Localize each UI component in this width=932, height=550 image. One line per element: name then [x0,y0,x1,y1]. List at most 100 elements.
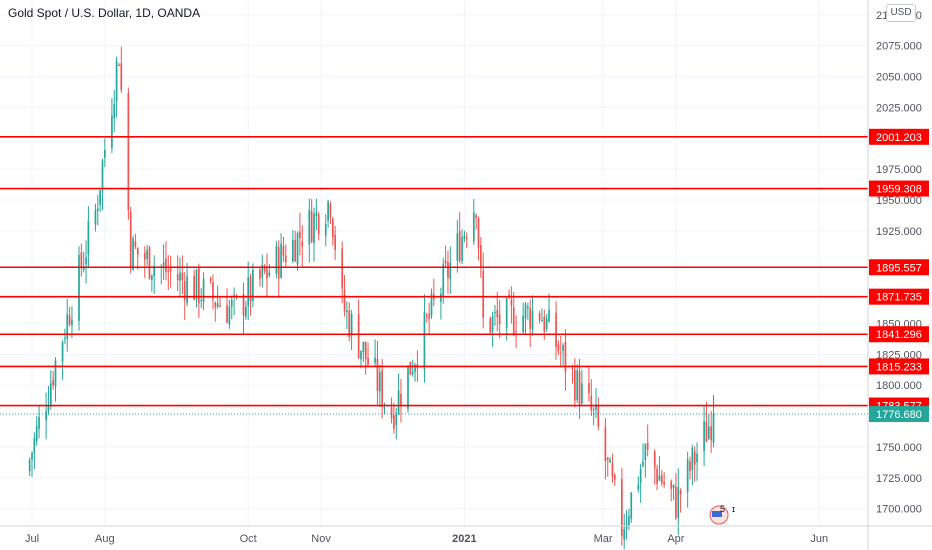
time-axis[interactable]: Jul Aug Oct Nov 2021 Mar Apr Jun [0,525,932,545]
x-tick-label: 2021 [452,533,476,545]
current-price-label: 1776.680 [876,409,922,421]
candle-body [548,309,550,322]
candle-body [425,315,428,317]
symbol-title[interactable]: Gold Spot / U.S. Dollar, 1D, OANDA [8,6,201,20]
level-label: 1871.735 [876,292,922,304]
candle-body [61,342,64,362]
candle-body [214,302,217,308]
candle-body [609,459,611,463]
candle-body [381,370,383,407]
candle-body [595,404,597,410]
candle-body [118,64,120,66]
candle-body [28,459,31,472]
candle-body [169,268,172,272]
candle-body [409,361,412,375]
candle-body [252,270,254,301]
flag-icon-field [712,511,722,517]
candle-body [482,270,485,318]
candle-body [689,461,691,472]
candle-body [80,252,83,268]
candle-body [639,468,642,484]
y-tick-label: 2025.000 [876,102,922,114]
candle-body [480,245,482,269]
candle-body [329,204,332,218]
candle-body [113,103,116,119]
price-axis[interactable]: 2100.0002075.0002050.0002025.0001975.000… [867,0,932,550]
currency-button[interactable]: USD [886,4,916,22]
x-tick-label: Oct [240,533,257,545]
candle-body [266,268,268,279]
candle-body [578,371,581,405]
candle-body [440,293,442,302]
candle-body [292,239,294,262]
candle-body [179,272,181,281]
candle-body [49,383,52,405]
candle-body [183,281,186,301]
y-tick-label: 2050.000 [876,72,922,84]
events-badge[interactable]: 5 ɪ [700,505,738,525]
candle-body [167,270,170,272]
level-label-bg [869,326,929,343]
level-label: 1895.557 [876,262,922,274]
candle-body [78,255,80,321]
candle-body [656,468,658,484]
candle-body [327,201,329,221]
y-tick-label: 1750.000 [876,442,922,454]
candle-body [705,421,708,442]
level-label-bg [869,128,929,145]
candle-body [94,210,97,225]
candle-body [531,310,534,330]
candle-body [151,275,153,280]
candle-body [543,316,546,332]
events-count: 5 [720,505,725,514]
candle-body [129,211,132,268]
candle-body [268,272,271,276]
candle-body [458,231,461,261]
candle-body [444,260,447,264]
candle-body [541,320,543,322]
candle-body [414,364,416,372]
candle-body [393,415,395,429]
candle-body [263,265,266,272]
candle-body [524,304,527,319]
candle-body [498,314,501,325]
candle-body [378,372,381,392]
candle-body [592,409,595,411]
candle-body [430,293,433,316]
current-price-label-bg [869,406,929,423]
candle-body [132,238,134,271]
candle-body [261,264,264,278]
candle-body [672,484,675,489]
y-tick-label: 1800.000 [876,380,922,392]
candle-body [362,342,365,353]
candle-body [400,393,402,406]
candle-body [630,492,633,519]
candle-body [33,437,36,454]
candle-body [198,268,200,304]
candle-body [357,314,360,358]
candle-body [489,318,492,333]
candle-body [104,150,106,158]
y-tick-label: 1975.000 [876,164,922,176]
candle-body [581,383,583,404]
candle-body [259,269,261,279]
x-tick-label: Jul [25,533,39,545]
candle-body [350,313,353,336]
candle-body [310,211,313,242]
candle-body [299,231,301,239]
candle-body [658,475,661,481]
candle-body [228,306,231,325]
candle-body [395,412,398,426]
candle-body [233,294,235,297]
candle-body [82,266,85,270]
y-tick-label: 1725.000 [876,473,922,485]
level-label-bg [869,288,929,305]
candle-body [176,274,179,280]
event-marker: ɪ [732,505,735,514]
candle-body [47,404,50,412]
candle-body [195,269,198,300]
support-resistance-lines[interactable] [0,136,868,415]
candle-body [162,262,165,267]
